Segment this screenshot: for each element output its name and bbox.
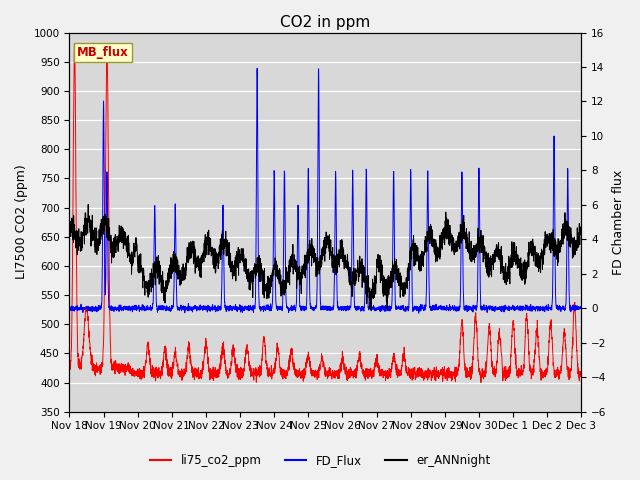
Text: MB_flux: MB_flux xyxy=(77,46,129,59)
Legend: li75_co2_ppm, FD_Flux, er_ANNnight: li75_co2_ppm, FD_Flux, er_ANNnight xyxy=(145,449,495,472)
Y-axis label: LI7500 CO2 (ppm): LI7500 CO2 (ppm) xyxy=(15,165,28,279)
Y-axis label: FD Chamber flux: FD Chamber flux xyxy=(612,169,625,275)
Title: CO2 in ppm: CO2 in ppm xyxy=(280,15,371,30)
